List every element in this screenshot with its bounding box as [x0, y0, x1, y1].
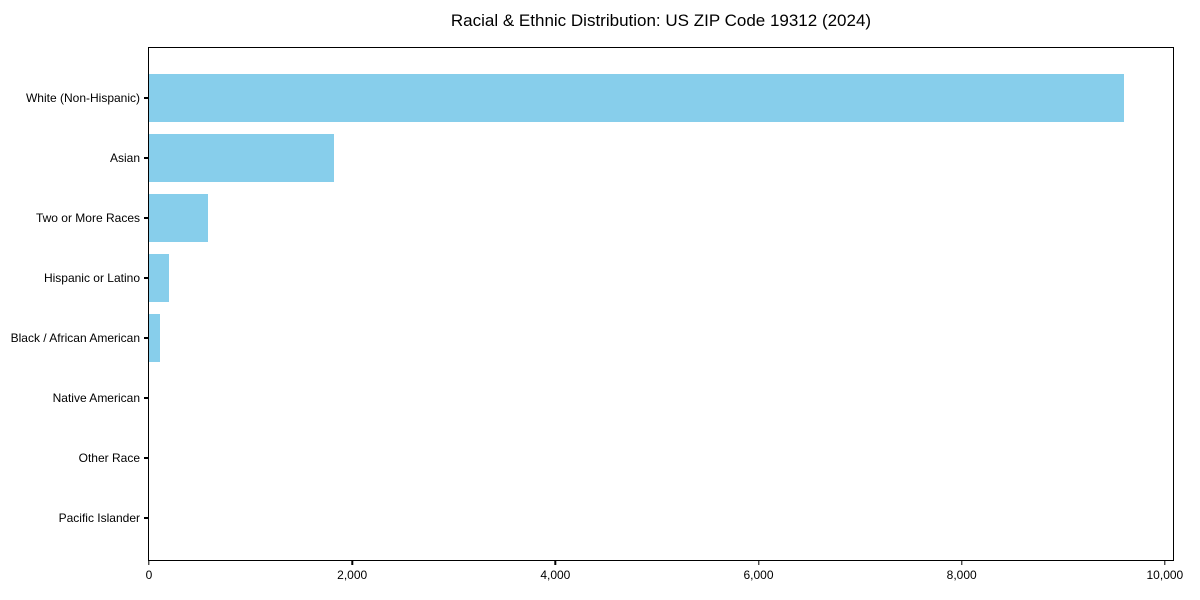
- y-axis-label: Hispanic or Latino: [43, 271, 140, 285]
- y-tick: [144, 157, 149, 159]
- y-axis-label: White (Non-Hispanic): [25, 91, 140, 105]
- x-tick-label: 2,000: [337, 568, 368, 582]
- x-tick-label: 8,000: [946, 568, 977, 582]
- y-tick: [144, 217, 149, 219]
- x-tick: [554, 560, 557, 565]
- y-tick: [144, 517, 149, 519]
- y-axis-label: Two or More Races: [35, 211, 140, 225]
- x-tick: [1164, 560, 1166, 565]
- x-tick-label: 6,000: [743, 568, 774, 582]
- y-tick: [144, 337, 149, 339]
- x-tick: [960, 560, 963, 565]
- y-tick: [144, 277, 149, 279]
- y-tick: [144, 97, 149, 99]
- y-tick: [144, 397, 149, 399]
- bar: [149, 254, 170, 302]
- x-tick: [351, 560, 353, 565]
- plot-area: White (Non-Hispanic) Asian Two or More Rac…: [11, 47, 1183, 582]
- x-tick-label: 10,000: [1146, 568, 1184, 582]
- y-axis-label: Other Race: [78, 451, 140, 465]
- x-tick-label: 4,000: [540, 568, 571, 582]
- x-tick: [757, 560, 760, 565]
- x-tick: [148, 560, 150, 565]
- chart-title: Racial & Ethnic Distribution: US ZIP Cod…: [450, 11, 872, 30]
- y-tick: [144, 457, 149, 459]
- bar: [149, 134, 334, 182]
- x-tick-label: 0: [145, 568, 153, 582]
- bar: [149, 314, 161, 362]
- y-axis-label: Pacific Islander: [58, 511, 140, 525]
- y-axis-label: Native American: [52, 391, 140, 405]
- y-axis-label: Asian: [109, 151, 140, 165]
- bar: [149, 194, 209, 242]
- bar: [149, 74, 1125, 122]
- y-axis-label: Black / African American: [10, 331, 140, 345]
